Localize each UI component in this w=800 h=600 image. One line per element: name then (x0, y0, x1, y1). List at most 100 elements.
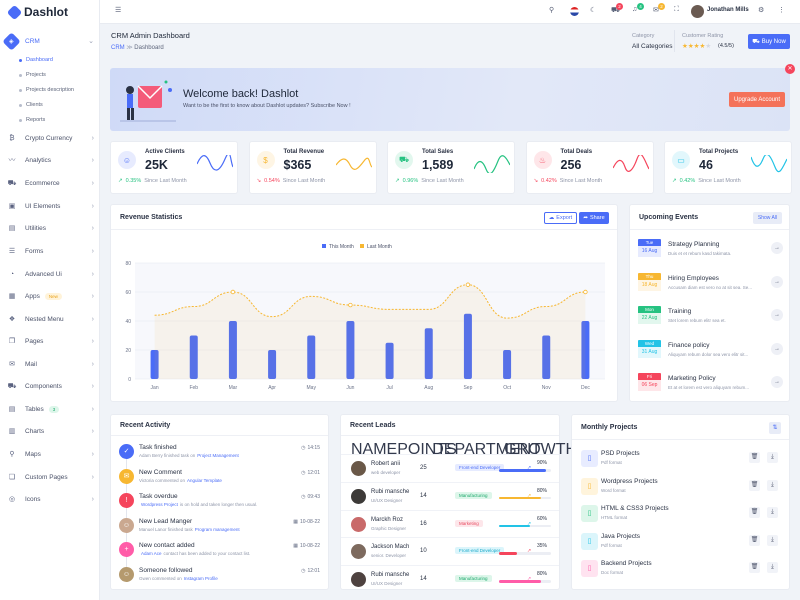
sidebar-subitem-reports[interactable]: Reports (19, 117, 45, 123)
download-icon[interactable]: ⤓ (767, 562, 778, 574)
project-item[interactable]: ▯ HTML & CSS3 Projects HTML format 🗑 ⤓ (572, 502, 789, 528)
bar-jun[interactable] (346, 321, 355, 379)
delete-icon[interactable]: 🗑 (749, 452, 760, 463)
breadcrumb-crm[interactable]: CRM (111, 45, 125, 51)
bar-dec[interactable] (581, 321, 590, 379)
line-point[interactable] (465, 282, 471, 287)
settings-icon[interactable]: ⚙ (758, 7, 765, 14)
event-item[interactable]: Thu 18 Aug Hiring Employees Accusam diam es… (630, 272, 789, 301)
delete-icon[interactable]: 🗑 (749, 534, 760, 546)
sidebar-item-ecommerce[interactable]: ⛟ Ecommerce › (0, 172, 100, 194)
bar-mar[interactable] (228, 321, 237, 379)
sidebar-item-pages[interactable]: ❐ Pages › (0, 330, 100, 352)
lead-row[interactable]: Marckh Roz Graphic Designer 16 Marketing 60%… (341, 509, 559, 537)
more-icon[interactable]: ⋮ (778, 7, 785, 14)
sidebar-item-ui-elements[interactable]: ▣ UI Elements › (0, 195, 100, 217)
line-point[interactable] (348, 302, 353, 308)
sidebar-item-tables[interactable]: ▤ Tables 3 › (0, 398, 100, 420)
language-flag-icon[interactable] (570, 7, 579, 16)
event-item[interactable]: Wed 31 Aug Finance policy Aliquyam rebum do… (630, 339, 789, 368)
sidebar-item-mail[interactable]: ✉ Mail › (0, 353, 100, 375)
sidebar-item-components[interactable]: ⛟ Components › (0, 375, 100, 397)
arrow-right-icon[interactable]: → (771, 309, 783, 321)
sidebar-item-apps[interactable]: ▦ Apps New › (0, 285, 100, 307)
sidebar-item-advanced-ui[interactable]: ◔ Advanced Ui › (0, 263, 100, 285)
line-point[interactable] (583, 289, 588, 295)
download-icon[interactable]: ⤓ (767, 507, 778, 519)
fullscreen-icon[interactable]: ⛶ (674, 6, 679, 13)
bar-jul[interactable] (385, 342, 394, 379)
sidebar-item-custom-pages[interactable]: ❏ Custom Pages › (0, 466, 100, 488)
sidebar-item-nested-menu[interactable]: ❖ Nested Menu › (0, 308, 100, 330)
arrow-right-icon[interactable]: → (771, 342, 783, 355)
delete-icon[interactable]: 🗑 (749, 507, 760, 519)
project-item[interactable]: ▯ PSD Projects Pdf format 🗑 ⤓ (572, 447, 789, 473)
theme-toggle-icon[interactable]: ☾ (590, 7, 597, 14)
export-button[interactable]: ☁ Export (544, 212, 577, 224)
upgrade-account-button[interactable]: Upgrade Account (729, 92, 785, 107)
notification-bell-icon[interactable]: ♫ (632, 6, 638, 13)
bar-aug[interactable] (424, 328, 433, 379)
project-item[interactable]: ▯ Java Projects Pdf format 🗑 ⤓ (572, 530, 789, 556)
lead-row[interactable]: Rubi mansche UI/UX Designer 14 Manufacturin… (341, 481, 559, 509)
arrow-right-icon[interactable]: → (771, 275, 783, 288)
bar-may[interactable] (307, 335, 316, 380)
sidebar-subitem-projects[interactable]: Projects (19, 72, 46, 78)
category-select[interactable]: All Categories (632, 43, 673, 50)
sidebar-subitem-clients[interactable]: Clients (19, 102, 43, 108)
bar-oct[interactable] (503, 350, 512, 379)
bar-feb[interactable] (189, 335, 198, 380)
chevron-right-icon: › (91, 247, 94, 255)
event-item[interactable]: Tue 16 Aug Strategy Planning Duis et et reb… (630, 239, 789, 267)
app-logo[interactable]: Dashlot (0, 0, 100, 24)
bar-nov[interactable] (542, 335, 551, 380)
bar-apr[interactable] (268, 350, 277, 379)
sidebar-subitem-dashboard[interactable]: Dashboard (19, 57, 53, 63)
activity-link[interactable]: Program management (194, 526, 240, 532)
sidebar-subitem-projects-description[interactable]: Projects description (19, 87, 74, 93)
sidebar-item-crm[interactable]: ◈ CRM ⌄ (0, 30, 100, 52)
delete-icon[interactable]: 🗑 (749, 479, 760, 491)
activity-link[interactable]: Project Management (197, 453, 239, 458)
sidebar-item-crypto-currency[interactable]: ₿ Crypto Currency › (0, 127, 100, 149)
lead-row[interactable]: Robert anii web developer 25 Front-end Deve… (341, 454, 559, 481)
cart-icon[interactable]: ⛟ (611, 7, 620, 14)
search-icon[interactable]: ⚲ (549, 7, 555, 14)
activity-link[interactable]: Wordpress Project (141, 502, 178, 507)
menu-toggle-icon[interactable]: ☰ (115, 7, 122, 14)
message-icon[interactable]: ✉ (653, 7, 659, 14)
sidebar-item-utilities[interactable]: ▤ Utilities › (0, 217, 100, 239)
sidebar-item-maps[interactable]: ⚲ Maps › (0, 443, 100, 465)
lead-row[interactable]: Rubi mansche UI/UX Designer 14 Manufacturin… (341, 565, 559, 592)
bar-jan[interactable] (150, 350, 159, 379)
download-icon[interactable]: ⤓ (767, 479, 778, 491)
last-month-area (154, 284, 586, 379)
lead-row[interactable]: Jackson Mach senior. Developer 10 Front-end… (341, 537, 559, 564)
line-point[interactable] (230, 289, 236, 295)
projects-menu-icon[interactable]: ⇅ (769, 422, 781, 434)
user-avatar[interactable] (691, 5, 704, 18)
arrow-right-icon[interactable]: → (771, 376, 783, 388)
sidebar-item-analytics[interactable]: 〰 Analytics › (0, 149, 100, 171)
sidebar-item-icons[interactable]: ◎ Icons › (0, 488, 100, 510)
download-icon[interactable]: ⤓ (767, 452, 778, 463)
user-name[interactable]: Jonathan Mills (707, 7, 749, 13)
lead-role: web developer (371, 470, 401, 475)
activity-link[interactable]: Adam Ace (141, 551, 162, 556)
sidebar-item-charts[interactable]: ▥ Charts › (0, 420, 100, 442)
event-item[interactable]: Mon 22 Aug Training Stet lorem rebum elitr … (630, 306, 789, 334)
event-item[interactable]: Fri 06 Sep Marketing Policy Et at et lorem … (630, 373, 789, 401)
share-button[interactable]: ➦ Share (579, 212, 609, 224)
activity-link[interactable]: Instagram Profile (183, 575, 218, 581)
arrow-right-icon[interactable]: → (771, 242, 783, 254)
delete-icon[interactable]: 🗑 (749, 562, 760, 574)
show-all-button[interactable]: Show All (753, 212, 782, 224)
download-icon[interactable]: ⤓ (767, 534, 778, 546)
project-item[interactable]: ▯ Wordpress Projects Word format 🗑 ⤓ (572, 475, 789, 501)
bar-sep[interactable] (463, 313, 472, 379)
buy-now-button[interactable]: ⛟ Buy Now (748, 34, 790, 49)
project-item[interactable]: ▯ Backend Projects Doc format 🗑 ⤓ (572, 557, 789, 583)
activity-link[interactable]: Angular Template (186, 477, 222, 483)
close-icon[interactable]: ✕ (785, 64, 795, 74)
sidebar-item-forms[interactable]: ☰ Forms › (0, 240, 100, 262)
